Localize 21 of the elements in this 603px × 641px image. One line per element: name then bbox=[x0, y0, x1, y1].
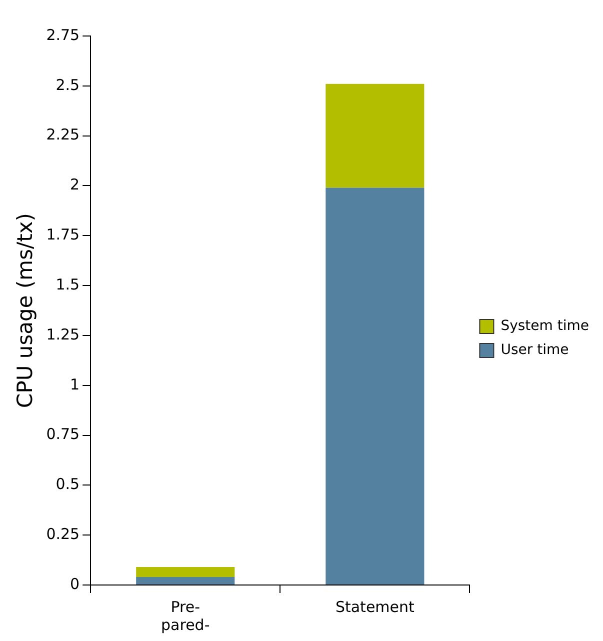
bar bbox=[136, 577, 235, 584]
y-tick-label: 0.5 bbox=[56, 475, 80, 494]
y-tick-label: 1.5 bbox=[56, 275, 80, 294]
y-tick-label: 1 bbox=[70, 375, 80, 394]
y-tick-label: 0.75 bbox=[46, 425, 80, 444]
y-tick-label: 2 bbox=[70, 176, 80, 194]
y-tick-label: 2.75 bbox=[46, 26, 80, 44]
y-tick-label: 1.75 bbox=[46, 226, 80, 244]
y-axis-title: CPU usage (ms/tx) bbox=[13, 213, 38, 408]
bar bbox=[136, 567, 235, 578]
x-tick-label: Statement bbox=[335, 598, 415, 616]
y-tick-label: 2.25 bbox=[46, 126, 80, 144]
y-tick-label: 2.5 bbox=[56, 76, 80, 94]
legend-label: System time bbox=[500, 318, 590, 334]
bar bbox=[326, 84, 424, 188]
y-tick-label: 0 bbox=[70, 574, 80, 593]
x-tick-label: Pre-pared- bbox=[161, 598, 210, 634]
y-tick-label: 1.25 bbox=[46, 325, 80, 344]
y-tick-label: 0.25 bbox=[46, 524, 80, 543]
legend-label: User time bbox=[500, 342, 569, 358]
bar bbox=[326, 188, 424, 584]
